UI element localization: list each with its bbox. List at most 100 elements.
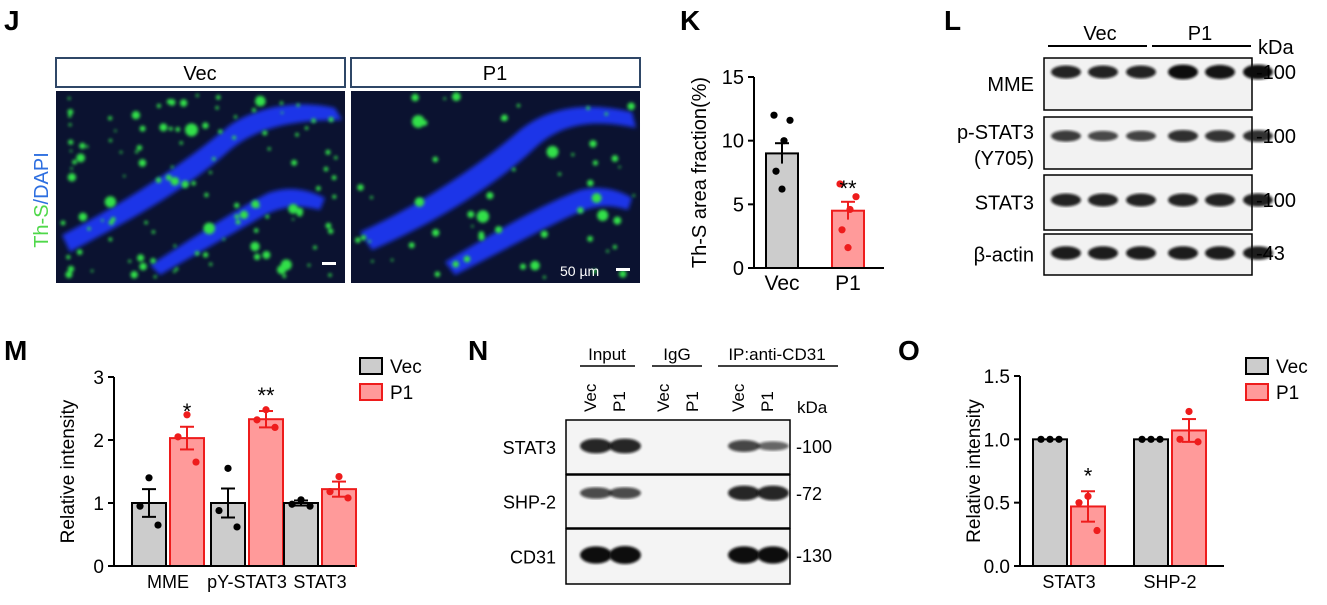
plaque-dot — [185, 123, 198, 137]
band — [609, 546, 641, 564]
plaque-dot — [632, 194, 636, 197]
plaque-dot — [265, 214, 270, 219]
protein-label: p-STAT3 — [957, 122, 1034, 144]
plaque-dot — [110, 217, 116, 222]
plaque-dot — [542, 275, 546, 279]
plaque-dot — [202, 122, 209, 129]
plaque-dot — [471, 225, 474, 228]
plaque-dot — [191, 181, 196, 186]
group-box-p1-label: P1 — [483, 63, 507, 85]
plaque-dot — [296, 210, 303, 217]
plaque-dot — [203, 222, 215, 235]
band — [1126, 65, 1156, 79]
plaque-dot — [476, 210, 490, 223]
plaque-dot — [65, 271, 73, 279]
panel-label-n: N — [468, 335, 488, 366]
plaque-dot — [316, 186, 321, 191]
plaque-dot — [170, 177, 180, 186]
plaque-dot — [325, 149, 331, 155]
plaque-dot — [577, 207, 584, 214]
plaque-dot — [253, 253, 261, 260]
plaque-dot — [355, 237, 361, 243]
group-label-ip: IP:anti-CD31 — [728, 345, 825, 364]
data-point — [262, 406, 270, 414]
plaque-dot — [202, 252, 209, 258]
protein-label: STAT3 — [503, 438, 556, 458]
protein-label: MME — [987, 74, 1034, 96]
plaque-dot — [170, 165, 174, 169]
plaque-dot — [194, 251, 200, 256]
data-point — [297, 496, 305, 504]
plaque-dot — [218, 129, 223, 134]
plaque-dot — [360, 234, 367, 241]
plaque-dot — [296, 103, 300, 107]
plaque-dot — [175, 126, 181, 132]
band — [1243, 129, 1273, 143]
plaque-dot — [328, 273, 332, 277]
plaque-dot — [411, 115, 425, 128]
data-point — [1156, 435, 1164, 443]
band — [757, 546, 789, 564]
plaque-dot — [195, 94, 199, 97]
legend-swatch-p1 — [359, 383, 383, 401]
plaque-dot — [587, 235, 593, 242]
lane-label: Vec — [729, 383, 748, 412]
data-point — [836, 180, 844, 188]
x-tick-label: P1 — [835, 272, 861, 295]
band — [1051, 246, 1081, 260]
plaque-dot — [104, 196, 117, 208]
plaque-dot — [165, 174, 172, 181]
legend-label-p1: P1 — [1276, 383, 1299, 404]
kda-marker: -100 — [796, 437, 832, 457]
legend-label-p1: P1 — [390, 383, 413, 404]
data-point — [852, 193, 860, 201]
plaque-dot — [313, 245, 317, 250]
band — [728, 546, 760, 564]
plaque-dot — [151, 230, 156, 234]
stain-label: Th-S/DAPI — [31, 152, 53, 248]
plaque-dot — [262, 251, 271, 259]
plaque-dot — [114, 129, 117, 132]
y-tick-label: 1.0 — [984, 430, 1010, 451]
band — [1243, 193, 1273, 207]
plaque-dot — [108, 138, 113, 143]
plaque-dot — [101, 219, 104, 222]
western-blot-l: Vec P1 kDa MME -100 p-STAT3 (Y705) -100 STAT3… — [957, 23, 1296, 276]
plaque-dot — [357, 184, 364, 191]
y-axis-label: Th-S area fraction(%) — [689, 77, 711, 268]
bar-vec-stat3 — [283, 502, 319, 567]
plaque-dot — [251, 200, 260, 209]
data-point — [1176, 435, 1184, 443]
plaque-dot — [520, 263, 526, 270]
micrograph-p1: 50 µm — [351, 91, 640, 283]
panel-label-o: O — [898, 335, 920, 366]
plaque-dot — [279, 101, 284, 105]
plaque-dot — [175, 267, 179, 271]
plaque-dot — [467, 210, 475, 218]
scale-bar — [616, 268, 630, 271]
plaque-dot — [282, 274, 287, 278]
plaque-dot — [173, 270, 176, 273]
data-point — [844, 244, 852, 252]
plaque-dot — [67, 173, 77, 182]
plaque-dot — [67, 265, 75, 273]
group-label-input: Input — [588, 345, 626, 364]
data-point — [838, 226, 846, 234]
x-tick-label: MME — [147, 572, 189, 592]
panel-label-j: J — [4, 5, 20, 36]
plaque-dot — [295, 132, 299, 137]
plaque-dot — [390, 258, 394, 262]
plaque-dot — [78, 212, 88, 222]
y-tick-label: 3 — [93, 368, 104, 389]
band — [580, 546, 612, 564]
data-point — [772, 167, 780, 175]
plaque-dot — [371, 260, 374, 263]
panel-label-m: M — [4, 335, 27, 366]
significance-mark: * — [183, 399, 192, 424]
plaque-dot — [90, 269, 94, 273]
bar-p1-shp-2 — [1171, 429, 1207, 568]
plaque-dot — [587, 179, 594, 187]
plaque-dot — [139, 125, 146, 132]
plaque-dot — [604, 112, 608, 116]
